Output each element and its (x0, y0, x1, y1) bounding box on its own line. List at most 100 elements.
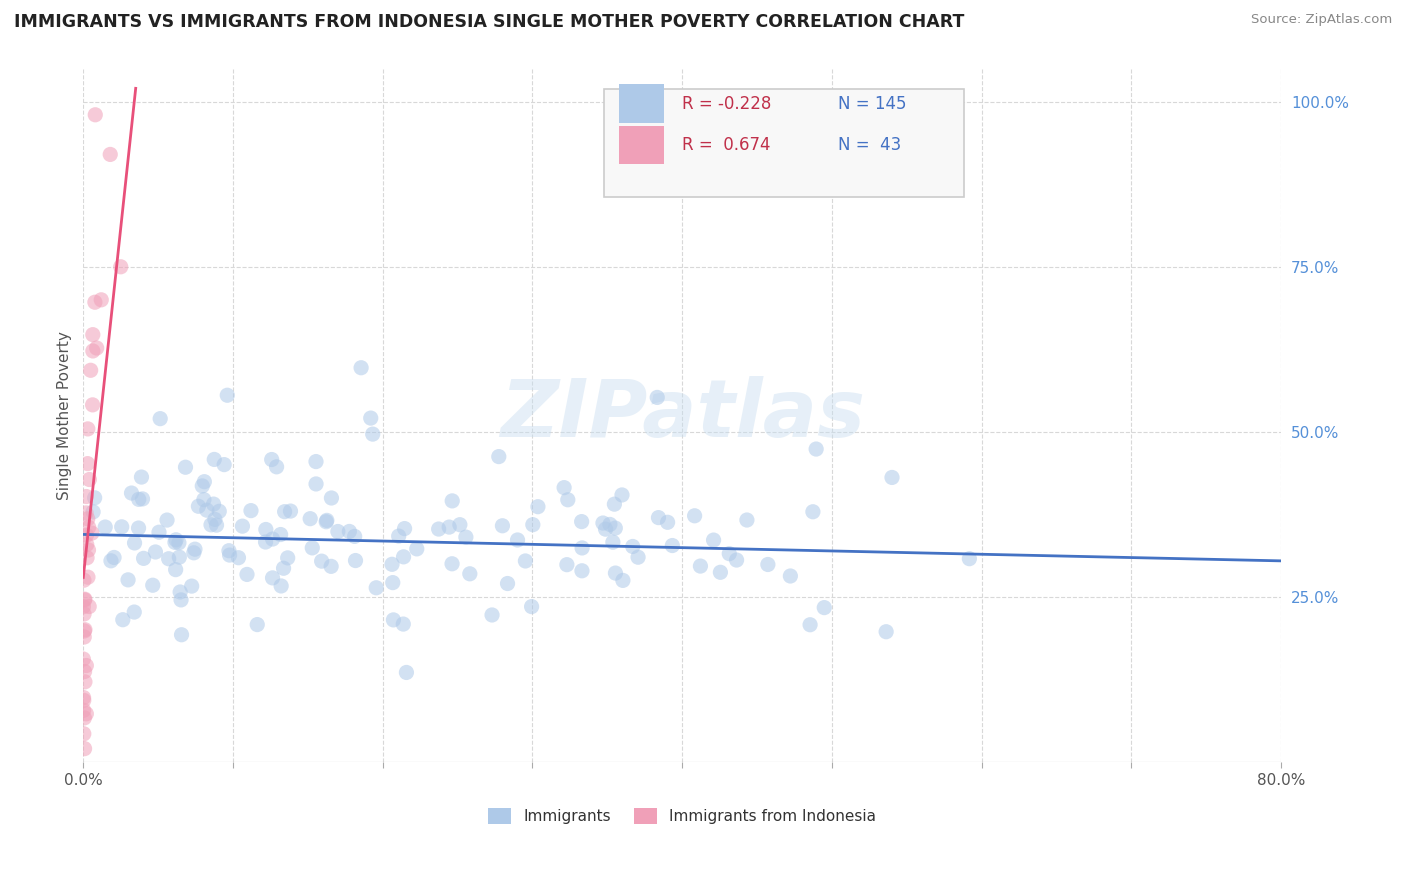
Point (103, 550, 125, 565)
Point (311, 554, 333, 568)
Point (75, 490, 97, 504)
Point (273, 505, 295, 519)
Point (610, 488, 633, 502)
Point (326, 524, 349, 539)
Text: Source: ZipAtlas.com: Source: ZipAtlas.com (1251, 13, 1392, 27)
Point (875, 624, 897, 639)
Text: ZIPatlas: ZIPatlas (499, 376, 865, 455)
Point (315, 515, 337, 529)
Point (621, 540, 644, 554)
Point (110, 260, 132, 274)
Point (299, 511, 322, 525)
Point (602, 535, 624, 549)
Point (427, 522, 450, 536)
Point (254, 523, 277, 537)
Text: IMMIGRANTS VS IMMIGRANTS FROM INDONESIA SINGLE MOTHER POVERTY CORRELATION CHART: IMMIGRANTS VS IMMIGRANTS FROM INDONESIA … (14, 13, 965, 31)
Point (170, 593, 193, 607)
Text: N = 145: N = 145 (838, 95, 907, 112)
Text: R = -0.228: R = -0.228 (682, 95, 772, 112)
Point (441, 494, 464, 508)
Point (381, 575, 404, 590)
Point (277, 550, 299, 565)
Point (72, 599, 94, 614)
Point (627, 550, 650, 565)
Point (301, 541, 323, 555)
Point (76, 550, 98, 565)
Point (76, 457, 98, 471)
Point (128, 521, 150, 535)
Point (217, 388, 239, 402)
Point (124, 536, 146, 550)
Point (73, 674, 96, 689)
Point (73, 593, 96, 607)
Point (392, 617, 415, 632)
Point (321, 559, 343, 574)
Point (148, 525, 170, 540)
Point (305, 477, 328, 491)
Point (599, 517, 621, 532)
Point (236, 567, 259, 582)
Text: R =  0.674: R = 0.674 (682, 136, 770, 154)
Point (280, 504, 302, 518)
Point (208, 504, 231, 518)
Point (73, 693, 96, 707)
Point (145, 545, 167, 559)
Point (343, 529, 366, 543)
Point (82, 398, 104, 412)
Point (84, 108, 107, 122)
Point (76, 512, 98, 526)
Point (165, 533, 187, 547)
Point (718, 547, 741, 561)
Point (73, 573, 96, 587)
Point (218, 548, 240, 562)
Point (142, 578, 165, 592)
Point (131, 491, 153, 506)
Point (799, 617, 821, 632)
Point (77, 599, 100, 614)
Point (111, 613, 134, 627)
Point (180, 579, 202, 593)
Point (184, 542, 207, 557)
Point (100, 554, 122, 568)
Point (344, 553, 367, 567)
Point (725, 553, 748, 567)
Point (73, 703, 96, 717)
Point (437, 520, 460, 534)
Point (657, 516, 679, 530)
Point (195, 503, 218, 517)
Point (270, 527, 292, 541)
Point (266, 459, 288, 474)
Point (240, 503, 263, 517)
Y-axis label: Single Mother Poverty: Single Mother Poverty (58, 331, 72, 500)
Point (77, 570, 100, 584)
Point (366, 581, 388, 595)
Point (756, 558, 779, 572)
Point (273, 561, 295, 575)
Point (82, 327, 104, 342)
Point (441, 557, 464, 571)
Point (612, 574, 634, 588)
Point (957, 551, 980, 566)
Point (709, 566, 731, 580)
Point (73, 592, 96, 607)
Point (520, 599, 543, 614)
Point (361, 427, 384, 442)
Point (73, 727, 96, 741)
Point (246, 617, 269, 632)
Point (254, 535, 277, 549)
Point (382, 613, 405, 627)
Point (79, 473, 101, 487)
Point (202, 497, 225, 511)
Point (200, 517, 222, 532)
Point (205, 518, 228, 533)
Point (76, 528, 98, 542)
Point (204, 512, 226, 526)
Point (496, 576, 519, 591)
Point (77, 543, 100, 558)
Point (156, 513, 179, 527)
FancyBboxPatch shape (619, 85, 664, 122)
Point (735, 513, 758, 527)
Point (592, 516, 614, 530)
Point (645, 391, 668, 405)
Point (350, 360, 373, 375)
